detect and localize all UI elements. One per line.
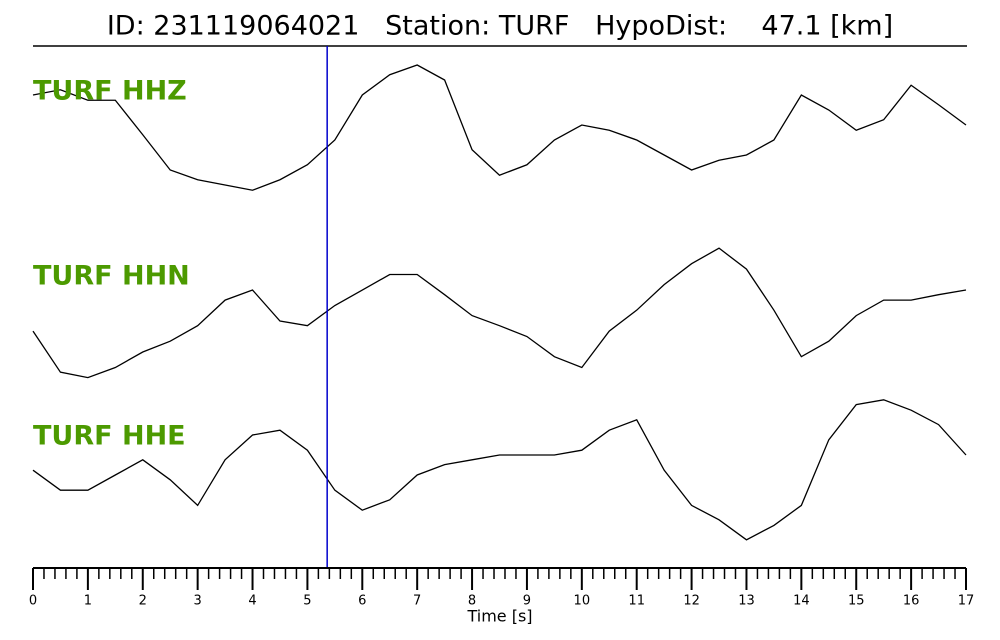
- x-tick-label: 10: [574, 594, 591, 609]
- x-tick-label: 5: [303, 594, 311, 609]
- x-tick-label: 17: [958, 594, 975, 609]
- x-tick-label: 2: [139, 594, 147, 609]
- trace: [32, 247, 967, 379]
- x-tick-label: 1: [84, 594, 92, 609]
- x-tick-label: 13: [738, 594, 755, 609]
- trace-label: TURF HHZ: [33, 76, 187, 107]
- trace: [32, 64, 967, 191]
- x-tick-label: 15: [848, 594, 865, 609]
- x-tick-label: 0: [29, 594, 37, 609]
- x-tick-label: 7: [413, 594, 421, 609]
- x-axis-label: Time [s]: [466, 607, 532, 626]
- trace: [32, 399, 967, 541]
- trace-label: TURF HHE: [33, 421, 186, 452]
- chart-title: ID: 231119064021 Station: TURF HypoDist:…: [107, 11, 893, 42]
- x-tick-label: 8: [468, 594, 476, 609]
- x-tick-label: 14: [793, 594, 810, 609]
- x-tick-label: 12: [683, 594, 700, 609]
- x-tick-label: 16: [903, 594, 920, 609]
- x-tick-label: 4: [248, 594, 256, 609]
- x-tick-label: 9: [523, 594, 531, 609]
- x-tick-label: 11: [628, 594, 645, 609]
- x-tick-label: 3: [194, 594, 202, 609]
- trace-label: TURF HHN: [33, 261, 190, 292]
- x-tick-label: 6: [358, 594, 366, 609]
